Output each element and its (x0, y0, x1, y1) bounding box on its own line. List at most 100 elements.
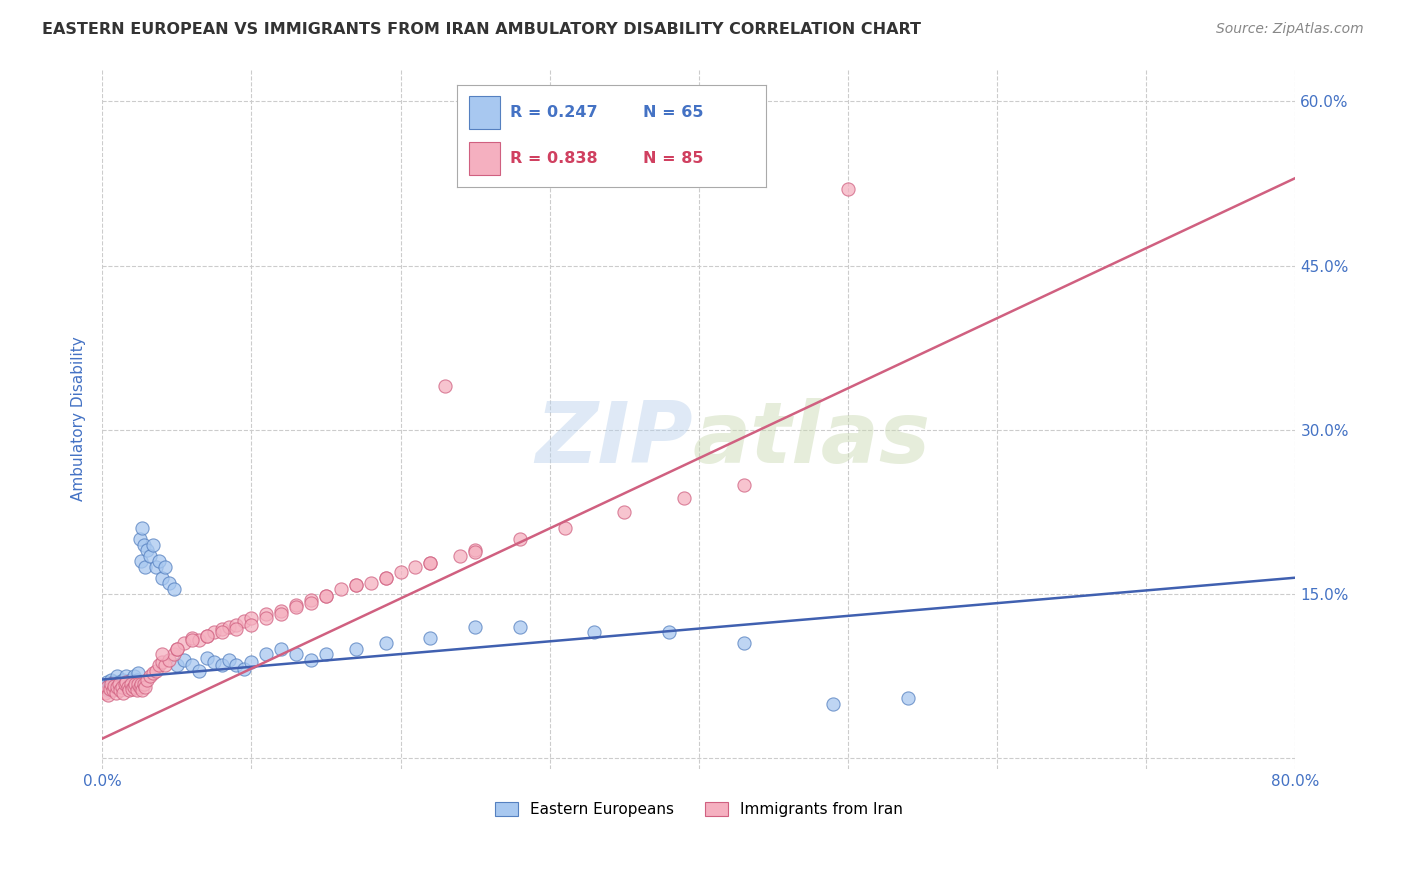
Point (150, 655, 173, 669)
Point (374, 571, 396, 585)
Point (823, 697, 845, 711)
Point (101, 680, 124, 694)
Point (128, 533, 150, 547)
Point (96, 680, 118, 694)
Point (554, 521, 576, 535)
Text: N = 85: N = 85 (643, 151, 703, 166)
Point (129, 554, 152, 568)
Point (125, 673, 148, 687)
Legend: Eastern Europeans, Immigrants from Iran: Eastern Europeans, Immigrants from Iran (488, 795, 910, 825)
Point (131, 683, 153, 698)
Point (211, 625, 233, 640)
Point (145, 664, 167, 678)
Point (509, 620, 531, 634)
Point (145, 559, 167, 574)
Point (142, 538, 165, 552)
Point (128, 680, 150, 694)
Point (374, 636, 396, 650)
Point (202, 625, 225, 640)
Text: atlas: atlas (693, 399, 931, 482)
Point (114, 677, 136, 691)
Point (897, 691, 920, 706)
Point (188, 664, 211, 678)
Point (103, 674, 125, 689)
Bar (470, 142, 501, 175)
Point (464, 545, 486, 559)
Point (104, 677, 127, 691)
Point (115, 669, 138, 683)
Text: R = 0.838: R = 0.838 (509, 151, 598, 166)
Text: EASTERN EUROPEAN VS IMMIGRANTS FROM IRAN AMBULATORY DISABILITY CORRELATION CHART: EASTERN EUROPEAN VS IMMIGRANTS FROM IRAN… (42, 22, 921, 37)
Point (344, 578, 367, 592)
Point (733, 477, 755, 491)
Point (117, 680, 139, 694)
Point (96, 674, 118, 689)
Point (449, 549, 471, 563)
Point (232, 615, 254, 629)
Point (225, 617, 247, 632)
Point (211, 622, 233, 636)
Point (166, 641, 188, 656)
Point (464, 620, 486, 634)
Point (195, 629, 218, 643)
Point (195, 629, 218, 643)
Point (270, 641, 292, 656)
Point (127, 677, 149, 691)
Point (107, 677, 129, 691)
Point (270, 603, 292, 617)
Point (837, 182, 859, 196)
Point (139, 669, 162, 683)
Point (100, 673, 122, 687)
Point (166, 641, 188, 656)
Text: Source: ZipAtlas.com: Source: ZipAtlas.com (1216, 22, 1364, 37)
Point (419, 557, 441, 571)
Point (166, 658, 188, 673)
Point (148, 658, 170, 673)
Point (240, 617, 263, 632)
Point (285, 648, 308, 662)
Point (118, 677, 141, 691)
Point (315, 648, 337, 662)
Point (404, 559, 426, 574)
Point (163, 582, 186, 596)
Point (117, 674, 139, 689)
Point (153, 559, 176, 574)
Point (613, 505, 636, 519)
Point (97, 683, 120, 698)
Point (672, 491, 695, 505)
Point (98, 677, 121, 691)
Point (136, 673, 159, 687)
Point (202, 655, 225, 669)
Point (344, 578, 367, 592)
Point (134, 680, 156, 694)
Point (240, 655, 263, 669)
Point (108, 683, 131, 698)
Point (195, 650, 218, 665)
Text: R = 0.247: R = 0.247 (509, 105, 598, 120)
Text: ZIP: ZIP (536, 399, 693, 482)
Point (329, 582, 352, 596)
Point (157, 576, 180, 591)
Point (218, 620, 240, 634)
Point (94, 686, 117, 700)
Point (299, 653, 322, 667)
Point (509, 533, 531, 547)
Point (285, 600, 308, 615)
Point (112, 673, 135, 687)
Point (232, 662, 254, 676)
Point (733, 636, 755, 650)
Point (299, 596, 322, 610)
Point (240, 611, 263, 625)
Point (188, 633, 211, 648)
Point (125, 683, 148, 698)
Point (285, 598, 308, 612)
Point (124, 677, 146, 691)
Point (148, 554, 170, 568)
Point (180, 658, 202, 673)
Point (121, 682, 143, 697)
Point (150, 648, 173, 662)
Point (153, 658, 176, 673)
Point (108, 677, 131, 691)
Point (254, 648, 277, 662)
Point (139, 549, 162, 563)
